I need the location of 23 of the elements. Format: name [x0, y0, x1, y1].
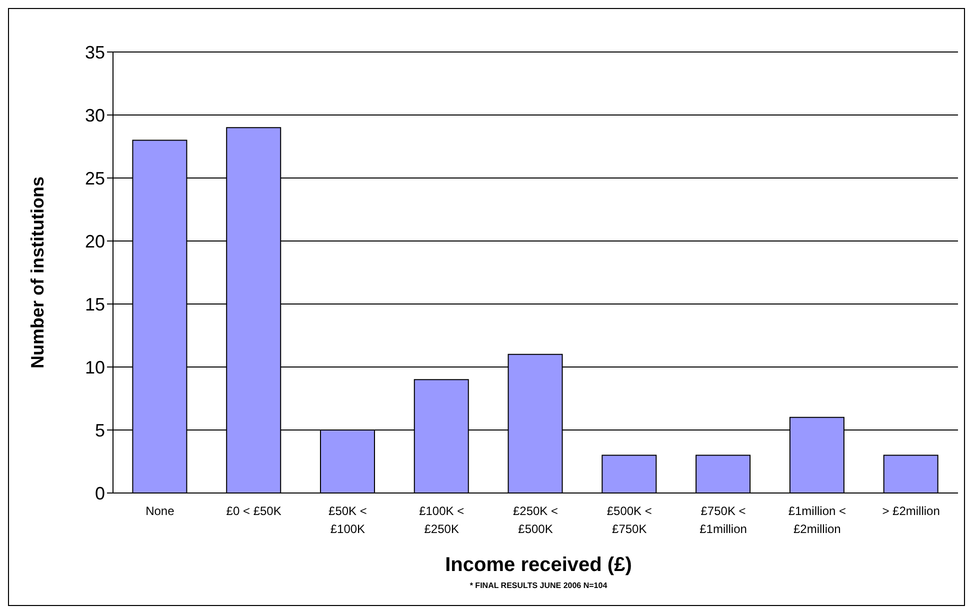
x-tick-label: £50K < £100K: [328, 504, 367, 536]
y-tick-label: 20: [84, 231, 105, 252]
y-tick-label: 15: [84, 294, 105, 314]
x-axis-title: Income received (£): [444, 554, 633, 577]
bar: [696, 454, 751, 493]
x-tick-label: > £2million: [882, 504, 940, 518]
y-tick-label: 35: [84, 42, 105, 62]
x-tick-label: £750K < £1million: [700, 504, 747, 536]
text: * FINAL RESULTS JUNE 2006 N=104: [468, 581, 608, 590]
x-tick-label: None: [146, 504, 175, 518]
y-tick-label: 10: [84, 357, 105, 378]
x-tick-label: £100K < £250K: [419, 504, 464, 536]
y-tick-label: 30: [84, 105, 105, 126]
x-tick-label: £0 < £50K: [226, 504, 282, 518]
y-tick-label: 0: [94, 483, 105, 504]
bar: [602, 454, 657, 493]
x-tick-label: £1million < £2million: [788, 504, 846, 536]
x-tick-label: £500K < £750K: [606, 504, 652, 536]
y-tick-label: 5: [94, 420, 105, 440]
bar: [883, 454, 938, 493]
y-axis-title: Number of institutions: [27, 176, 48, 368]
x-tick-label: £250K < £500K: [512, 504, 558, 536]
y-tick-label: 25: [84, 168, 105, 188]
